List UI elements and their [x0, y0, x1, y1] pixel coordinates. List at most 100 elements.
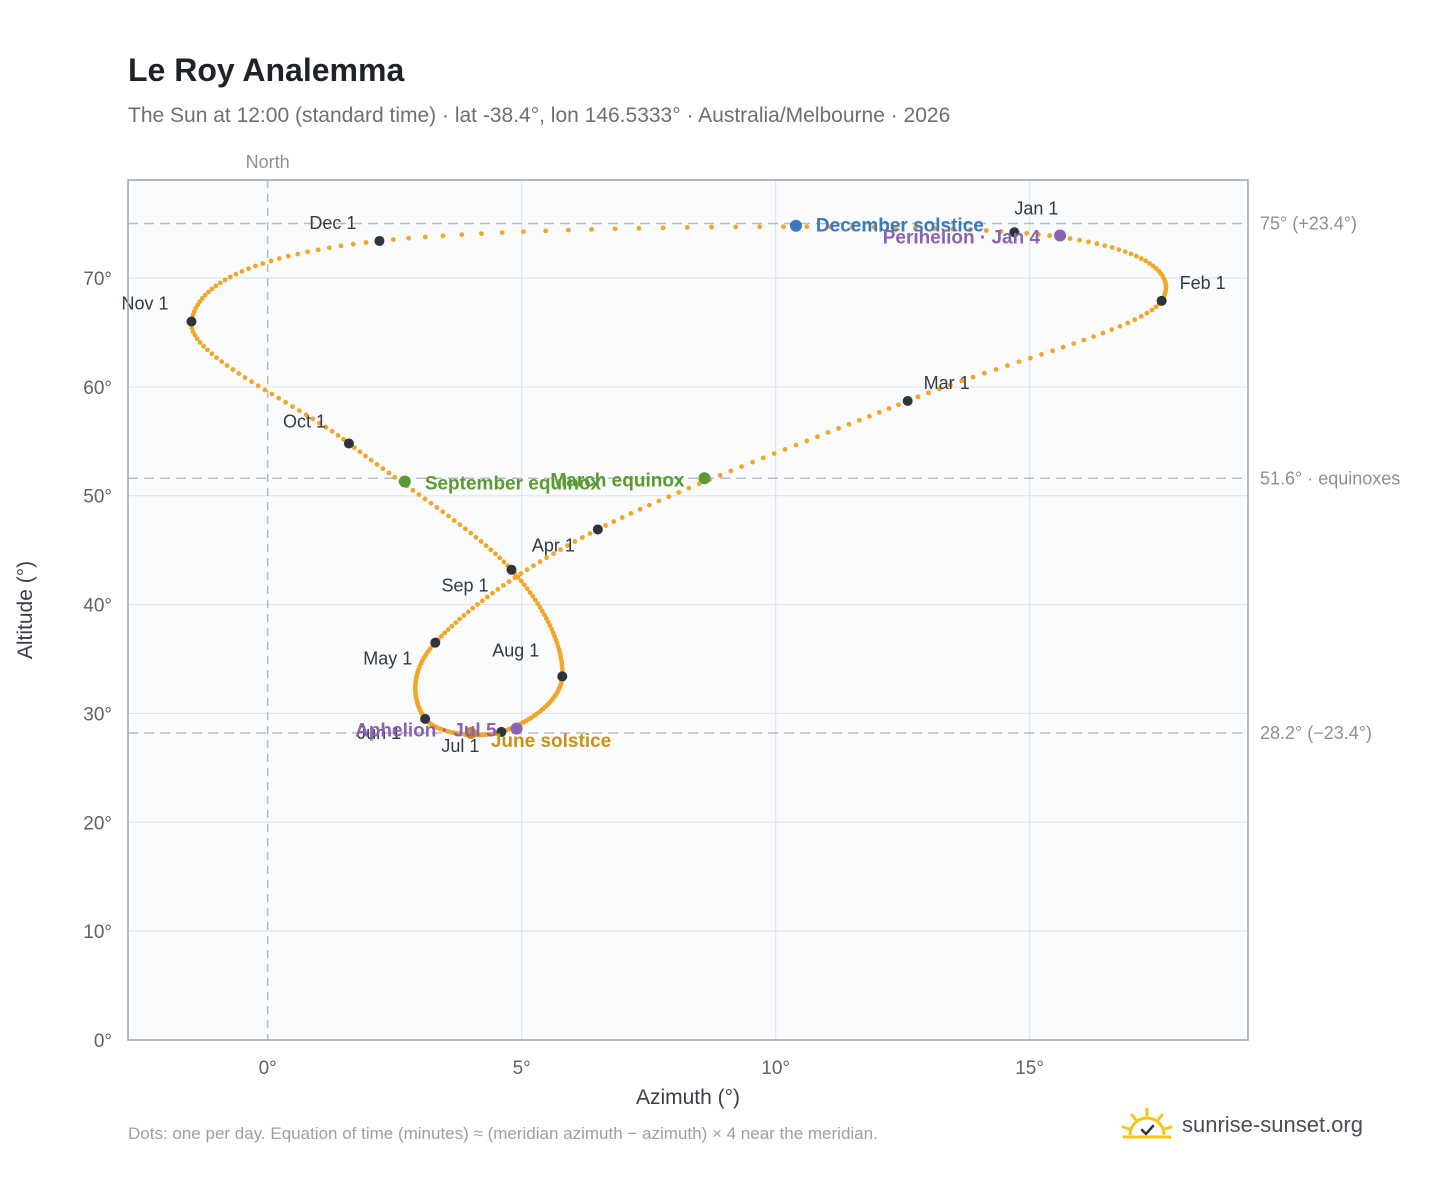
daily-sun-dot: [310, 416, 316, 422]
daily-sun-dot: [637, 506, 643, 512]
daily-sun-dot: [1117, 323, 1123, 329]
daily-sun-dot: [750, 459, 755, 465]
chart-title: Le Roy Analemma: [128, 52, 405, 88]
sun-logo-icon: [1121, 1107, 1173, 1139]
month-label: Mar 1: [924, 373, 970, 393]
daily-sun-dot: [194, 336, 200, 342]
daily-sun-dot: [532, 597, 538, 603]
daily-sun-dot: [982, 370, 987, 376]
daily-sun-dot: [209, 286, 215, 292]
daily-sun-dot: [303, 412, 309, 418]
daily-sun-dot: [1024, 230, 1030, 236]
reference-line-label: 28.2° (−23.4°): [1260, 723, 1372, 743]
daily-sun-dot: [524, 586, 530, 591]
event-marker: [510, 722, 523, 735]
daily-sun-dot: [531, 563, 536, 569]
event-marker: [464, 727, 477, 740]
daily-sun-dot: [201, 343, 207, 349]
daily-sun-dot: [1143, 258, 1149, 264]
daily-sun-dot: [926, 390, 931, 396]
event-marker: [698, 472, 711, 485]
event-marker: [398, 475, 411, 488]
daily-sun-dot: [804, 224, 810, 230]
daily-sun-dot: [230, 367, 236, 372]
daily-sun-dot: [440, 509, 446, 515]
daily-sun-dot: [283, 399, 288, 405]
brand-name: sunrise-sunset.org: [1182, 1112, 1363, 1137]
daily-sun-dot: [932, 226, 938, 231]
daily-sun-dot: [479, 231, 484, 237]
daily-sun-dot: [202, 292, 208, 298]
month-marker: [343, 438, 354, 449]
daily-sun-dot: [483, 543, 489, 549]
daily-sun-dot: [876, 410, 882, 415]
daily-sun-dot: [470, 605, 476, 611]
daily-sun-dot: [549, 626, 555, 632]
daily-sun-dot: [352, 445, 357, 450]
daily-sun-dot: [326, 245, 332, 251]
daily-sun-dot: [217, 280, 223, 286]
daily-sun-dot: [1144, 310, 1150, 316]
daily-sun-dot: [728, 468, 734, 474]
daily-sun-dot: [518, 578, 524, 584]
daily-sun-dot: [255, 383, 261, 389]
axis-ticks: 0° 10° 20° 30° 40° 50° 60° 70° 0° 5° 10° 15°: [83, 269, 1044, 1079]
daily-sun-dot: [246, 266, 251, 272]
daily-sun-dot: [233, 271, 239, 277]
daily-sun-dot: [1039, 352, 1044, 357]
daily-sun-dot: [297, 408, 302, 413]
daily-sun-dot: [442, 630, 448, 636]
daily-sun-dot: [214, 355, 219, 360]
daily-sun-dot: [317, 420, 322, 426]
daily-sun-dot: [871, 224, 877, 230]
daily-sun-dot: [363, 240, 369, 245]
daily-sun-dot: [959, 378, 965, 384]
daily-sun-dot: [771, 451, 777, 456]
daily-sun-dot: [499, 230, 505, 236]
daily-sun-dot: [849, 224, 855, 230]
daily-sun-dot: [757, 224, 763, 230]
daily-sun-dot: [1036, 232, 1041, 237]
daily-sun-dot: [1077, 237, 1082, 243]
daily-sun-dot: [518, 571, 524, 577]
daily-sun-dot: [846, 421, 852, 427]
y-tick-label: 40°: [83, 596, 112, 617]
month-marker: [420, 713, 431, 724]
daily-sun-dot: [490, 590, 495, 596]
month-label: Jul 1: [441, 736, 479, 756]
daily-sun-dot: [451, 518, 457, 523]
daily-sun-dot: [542, 612, 547, 618]
daily-sun-dot: [793, 442, 799, 448]
daily-sun-dot: [558, 547, 563, 552]
daily-sun-dot: [867, 413, 872, 419]
y-axis-label: Altitude (°): [14, 561, 37, 659]
x-axis-label: Azimuth (°): [636, 1086, 740, 1109]
daily-sun-dot: [338, 243, 344, 249]
daily-sun-dot: [495, 586, 501, 592]
daily-sun-dot: [739, 464, 744, 469]
month-markers: Jan 1 Feb 1 Mar 1 Apr 1 May 1 Jun 1 Jul 1 Aug 1…: [121, 198, 1225, 756]
daily-sun-dot: [998, 228, 1004, 234]
plot-background: [128, 180, 1248, 1040]
daily-sun-dot: [224, 363, 230, 368]
y-tick-label: 50°: [83, 487, 112, 508]
daily-sun-dot: [970, 374, 976, 380]
daily-sun-dot: [386, 470, 392, 476]
month-label: May 1: [363, 649, 412, 669]
daily-sun-dot: [915, 394, 921, 400]
month-label: Oct 1: [283, 411, 326, 431]
y-tick-label: 60°: [83, 378, 112, 399]
event-marker: [1054, 229, 1067, 242]
daily-sun-dot: [1109, 327, 1115, 333]
daily-sun-dot: [478, 539, 484, 544]
daily-sun-dot: [488, 547, 494, 553]
month-marker: [496, 726, 507, 737]
daily-sun-dot: [422, 234, 428, 240]
daily-sun-dot: [290, 404, 295, 409]
month-marker: [430, 637, 441, 648]
daily-sun-dot: [515, 574, 521, 580]
daily-sun-dot: [1050, 348, 1055, 354]
brand-logo[interactable]: sunrise-sunset.org: [1120, 1100, 1363, 1150]
month-marker: [1009, 227, 1020, 238]
daily-sun-dot: [530, 593, 536, 599]
